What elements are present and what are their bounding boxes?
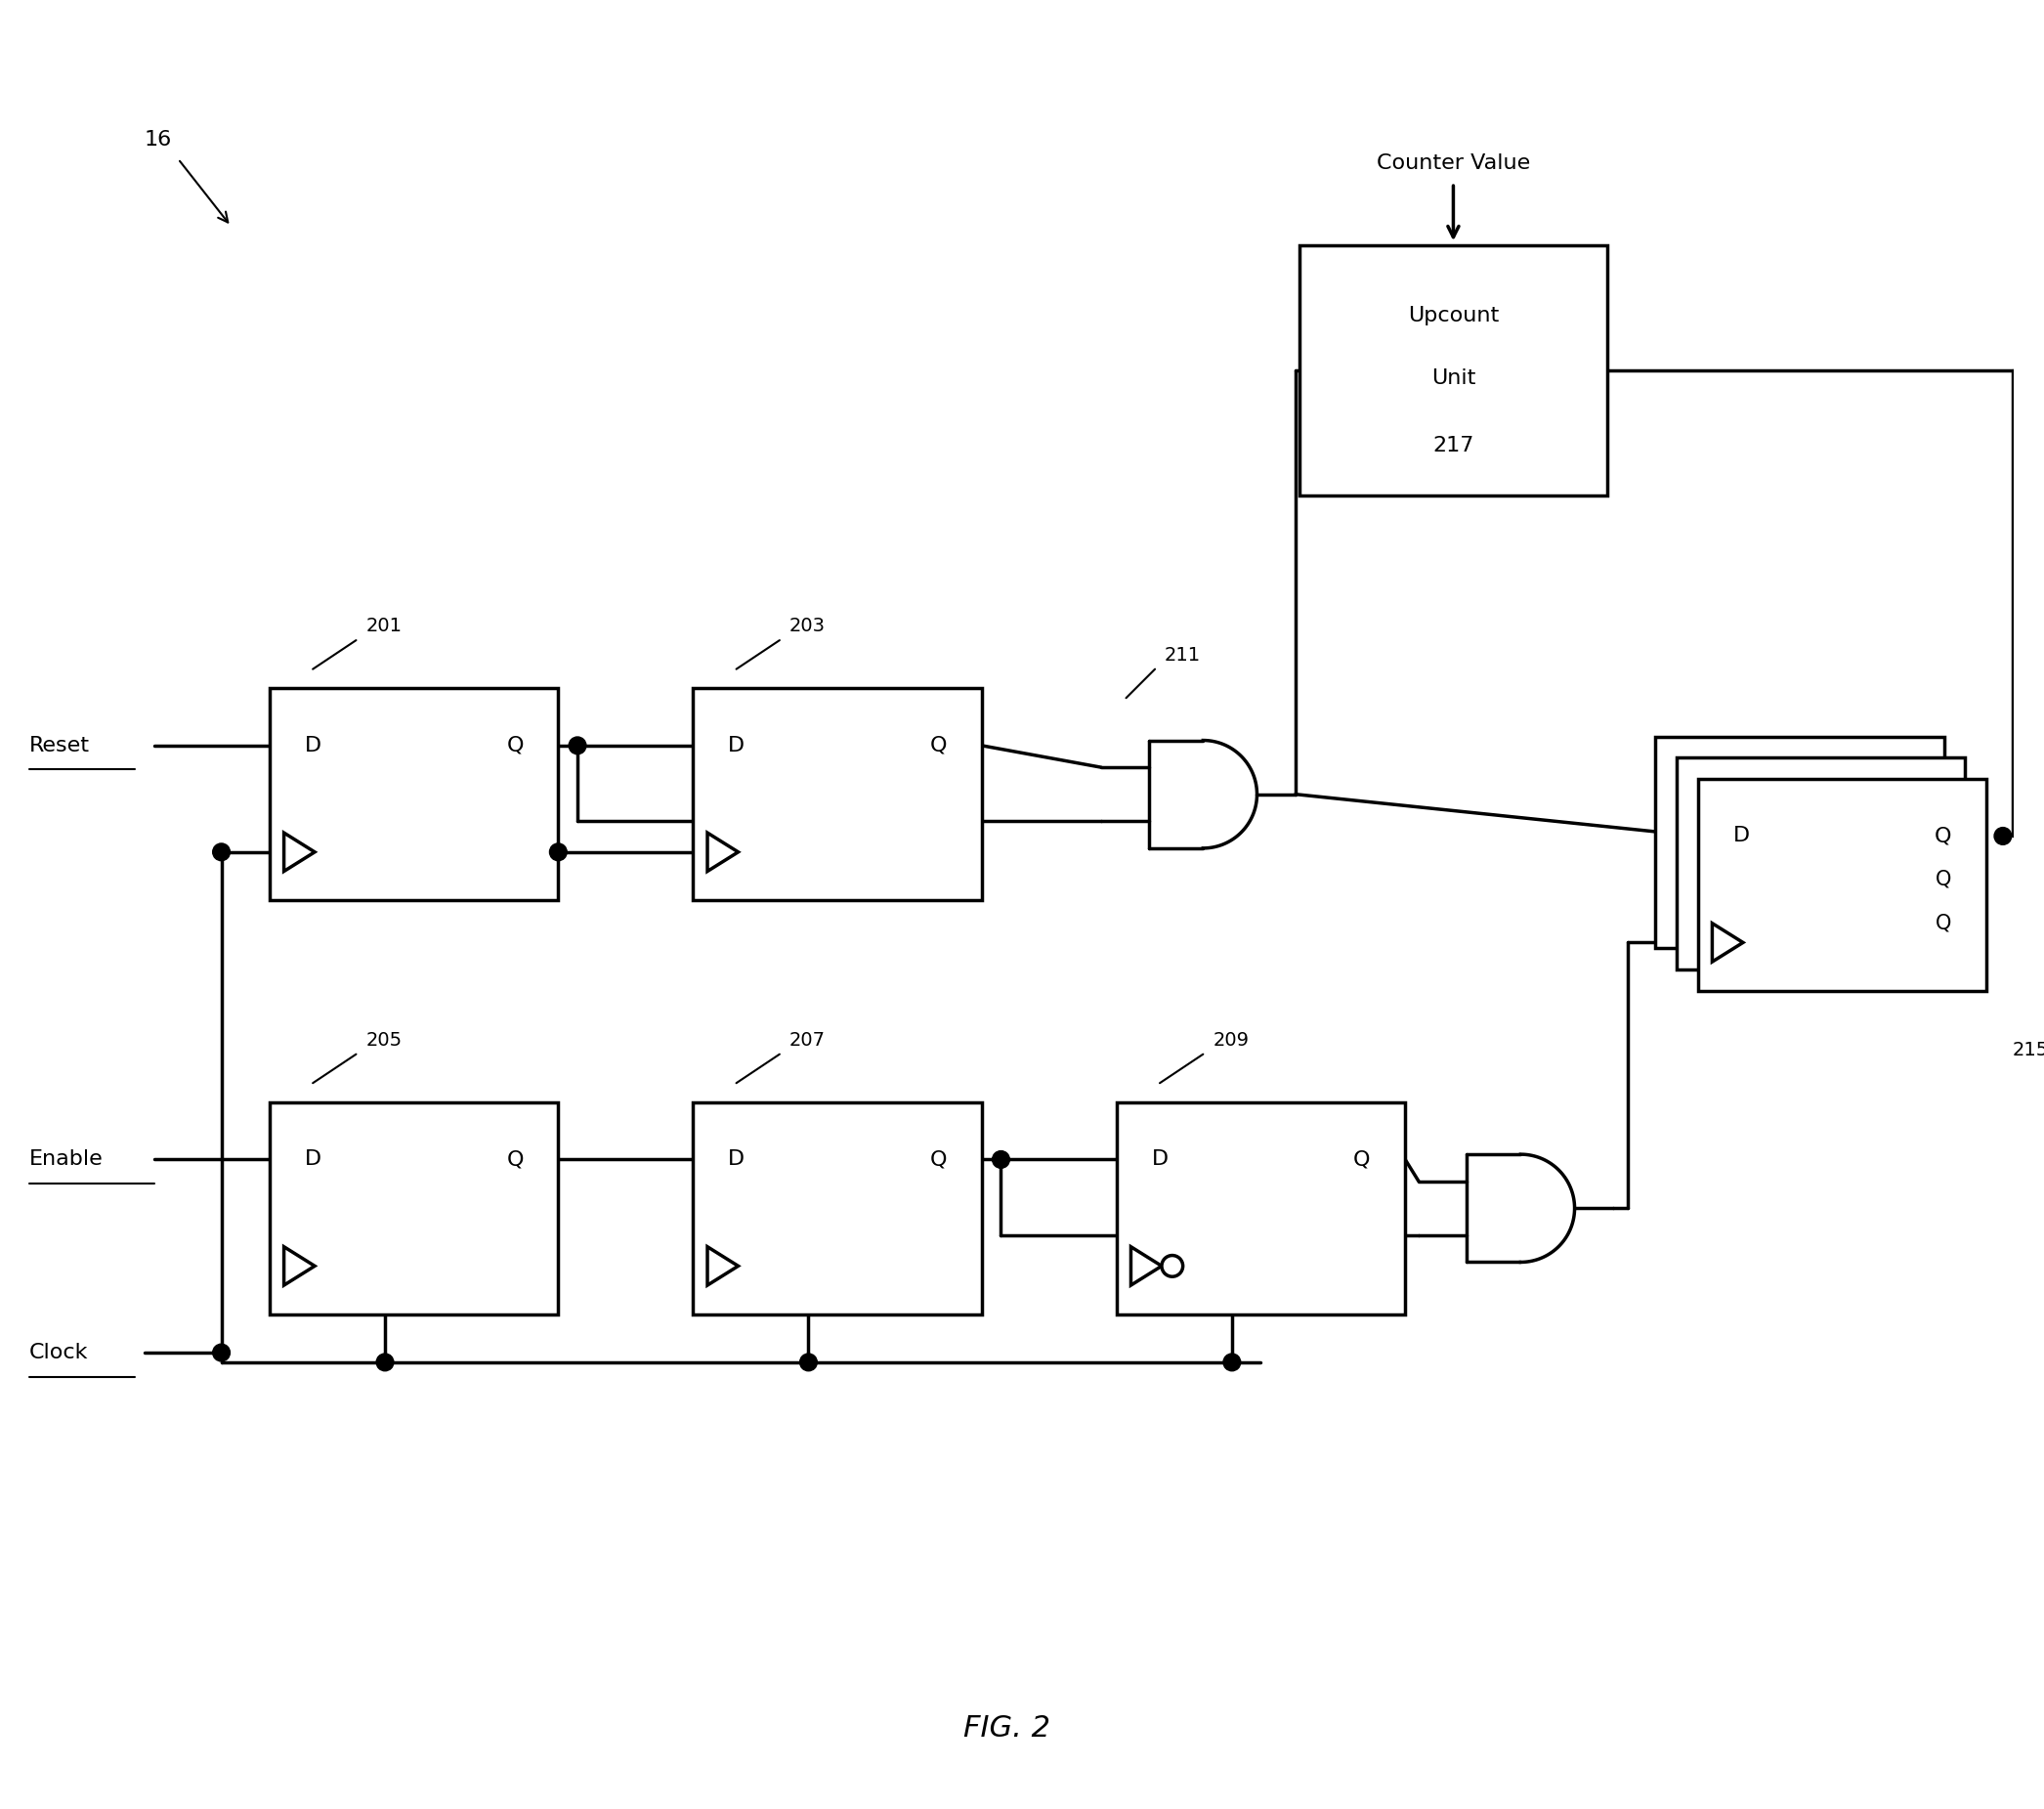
Text: Enable: Enable — [29, 1151, 102, 1169]
Bar — [1699, 780, 1987, 991]
Text: Reset: Reset — [29, 736, 90, 756]
Bar — [1656, 736, 1944, 948]
Text: D: D — [1151, 1151, 1167, 1169]
Text: 16: 16 — [145, 130, 172, 150]
Circle shape — [550, 843, 566, 861]
Text: Q: Q — [507, 1151, 523, 1169]
Text: Q: Q — [507, 736, 523, 756]
Circle shape — [376, 1353, 394, 1371]
Text: Clock: Clock — [29, 1342, 88, 1362]
Text: 213: 213 — [1367, 1299, 1402, 1319]
Bar — [270, 1102, 558, 1313]
Bar — [693, 689, 981, 901]
Text: Counter Value: Counter Value — [1376, 154, 1531, 174]
Text: 201: 201 — [366, 617, 403, 635]
Text: Q: Q — [930, 736, 946, 756]
Circle shape — [799, 1353, 818, 1371]
Text: Unit: Unit — [1431, 369, 1476, 387]
Text: D: D — [728, 736, 744, 756]
Text: Q: Q — [1936, 914, 1952, 932]
Bar — [270, 689, 558, 901]
Text: Q: Q — [1936, 827, 1952, 847]
Polygon shape — [1713, 923, 1744, 962]
Text: 215: 215 — [2013, 1040, 2044, 1060]
Text: Q: Q — [1353, 1151, 1369, 1169]
Text: FIG. 2: FIG. 2 — [963, 1713, 1051, 1742]
Text: D: D — [728, 1151, 744, 1169]
Bar — [1676, 758, 1966, 970]
Circle shape — [991, 1151, 1010, 1169]
Circle shape — [213, 1344, 231, 1362]
Circle shape — [1995, 827, 2011, 845]
Circle shape — [213, 843, 231, 861]
Circle shape — [568, 736, 587, 754]
Text: D: D — [1733, 827, 1750, 847]
Text: D: D — [305, 736, 321, 756]
Circle shape — [1161, 1255, 1183, 1277]
Polygon shape — [1130, 1246, 1161, 1284]
Text: 217: 217 — [1433, 436, 1474, 456]
Text: 211: 211 — [1165, 646, 1202, 664]
Bar — [693, 1102, 981, 1313]
Text: 205: 205 — [366, 1031, 403, 1049]
Polygon shape — [284, 1246, 315, 1284]
Bar — [1300, 246, 1607, 496]
Text: Upcount: Upcount — [1408, 306, 1498, 326]
Text: 207: 207 — [789, 1031, 826, 1049]
Bar — [1116, 1102, 1404, 1313]
Polygon shape — [707, 832, 738, 872]
Text: Q: Q — [930, 1151, 946, 1169]
Text: 203: 203 — [789, 617, 826, 635]
Text: Q: Q — [1936, 870, 1952, 890]
Text: 209: 209 — [1212, 1031, 1249, 1049]
Text: D: D — [305, 1151, 321, 1169]
Polygon shape — [284, 832, 315, 872]
Polygon shape — [707, 1246, 738, 1284]
Circle shape — [1222, 1353, 1241, 1371]
